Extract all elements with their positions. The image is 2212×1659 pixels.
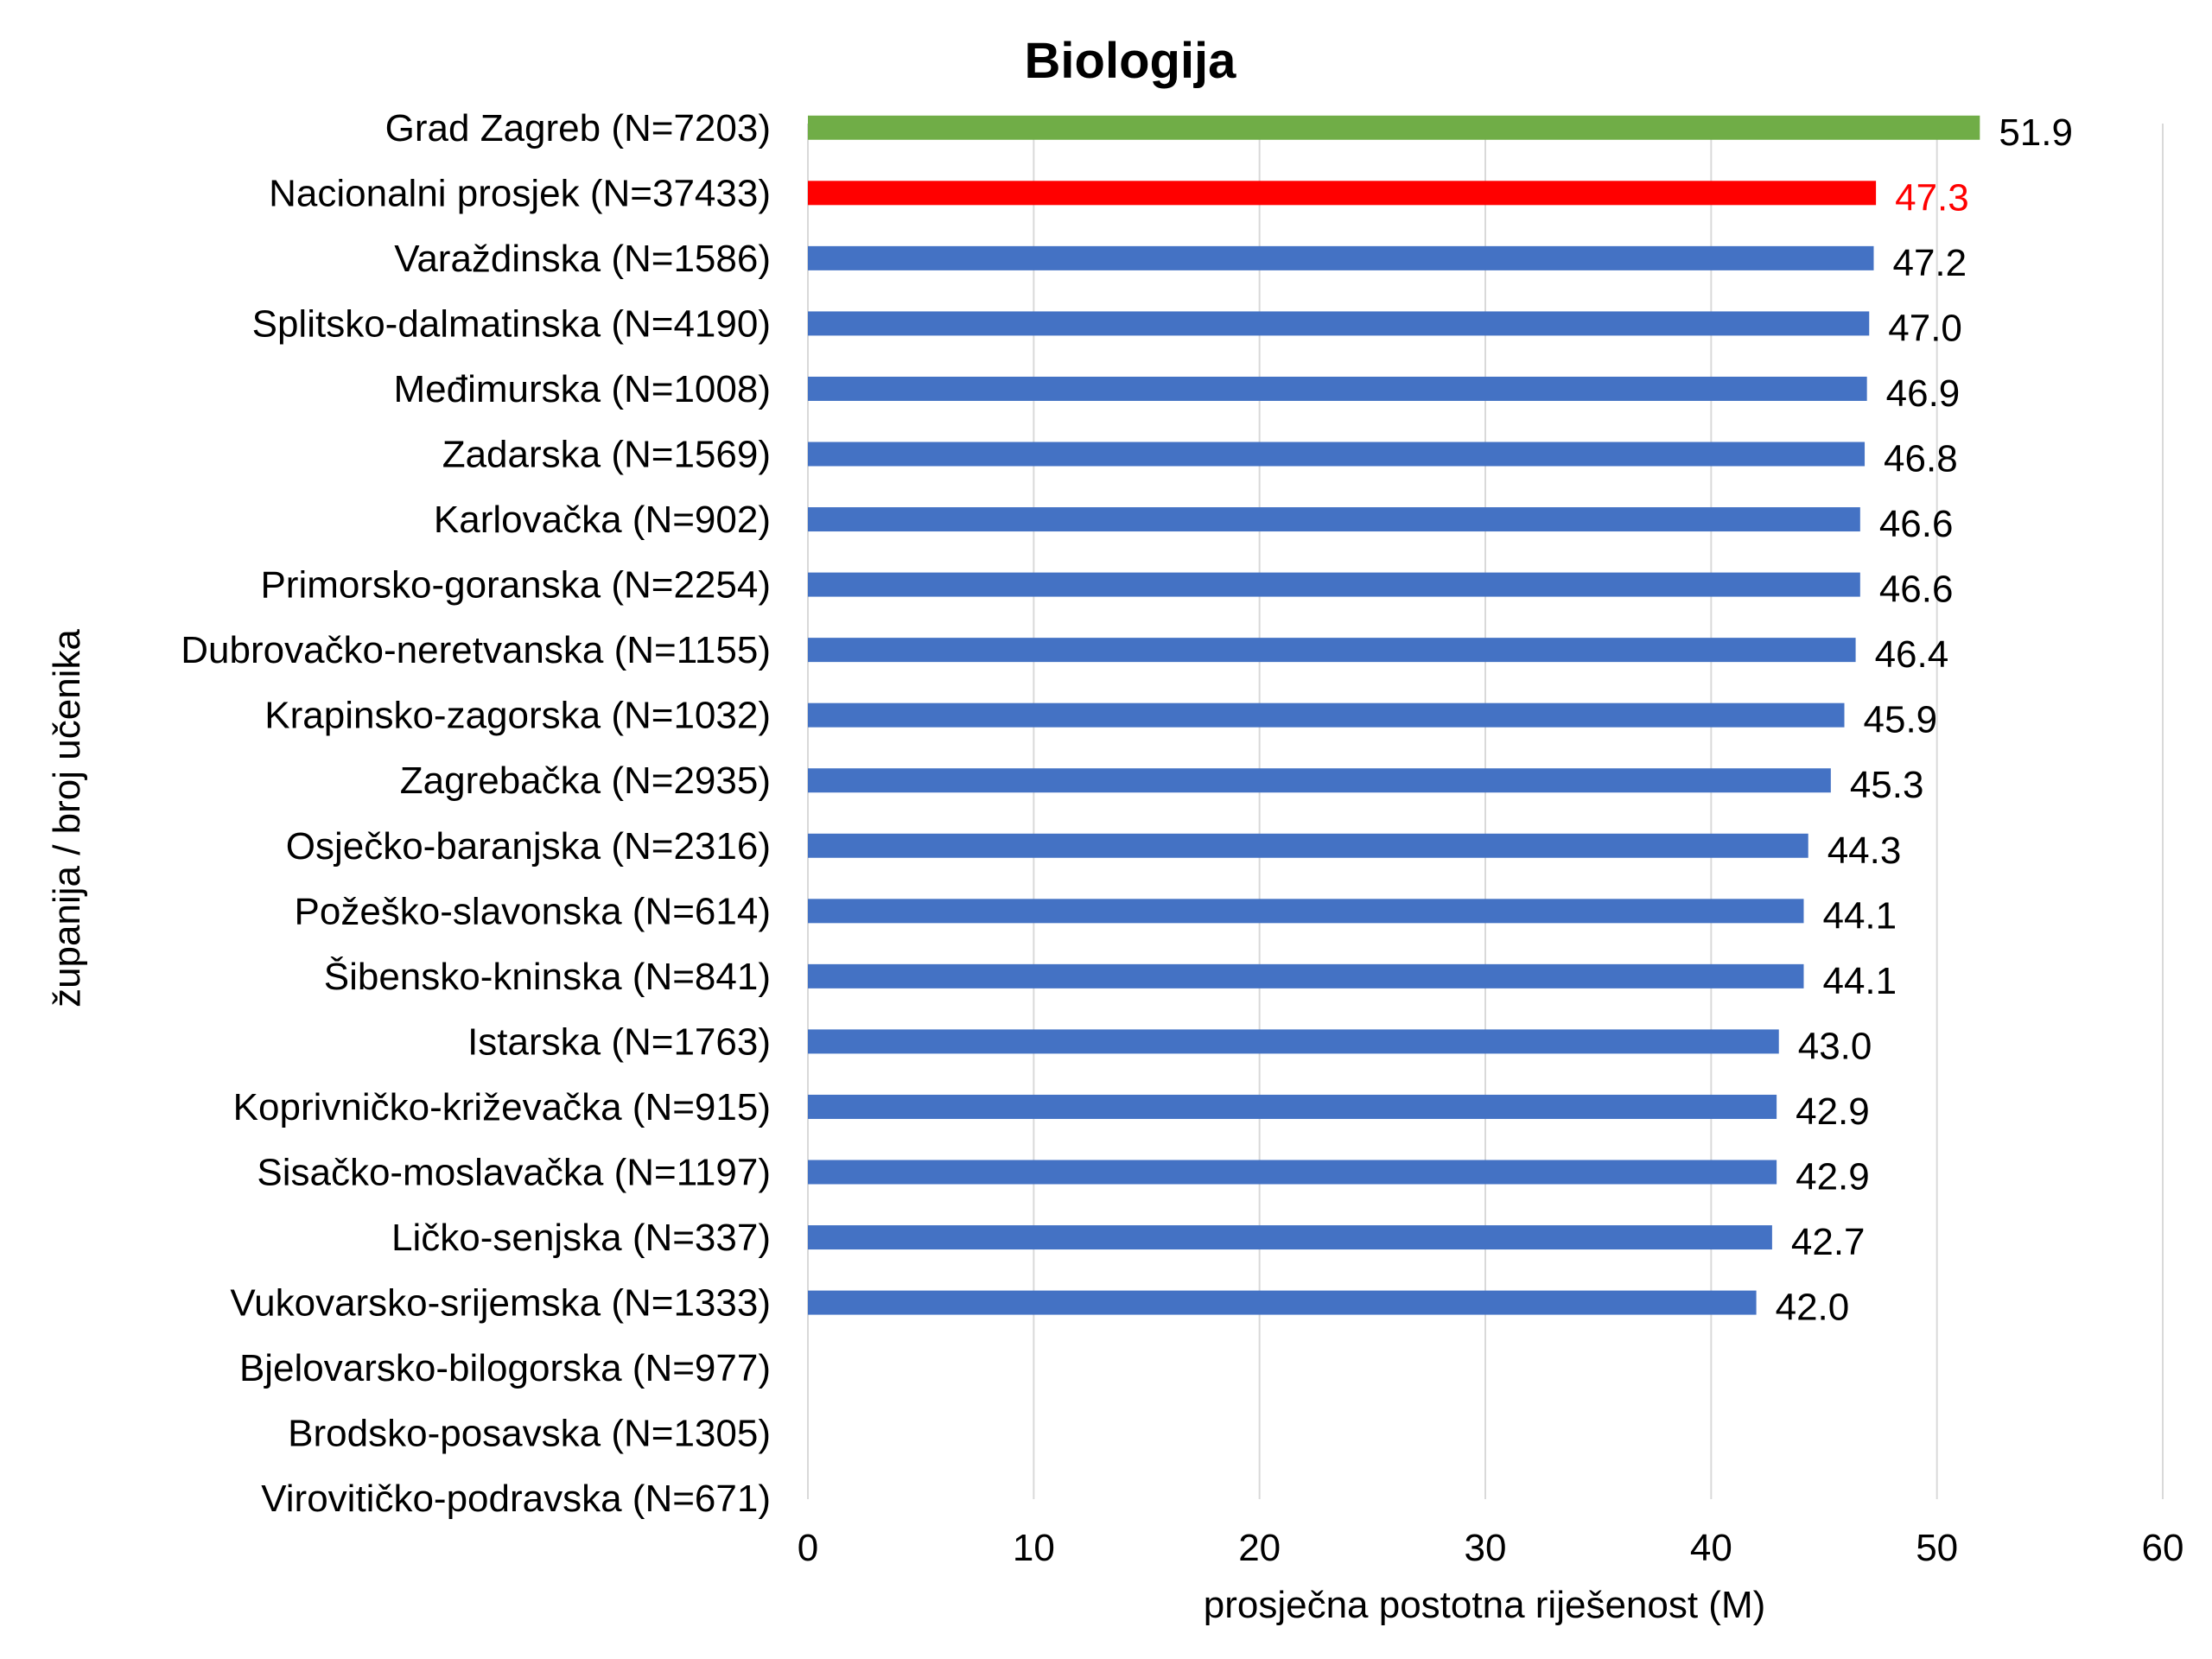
x-tick-label: 40 bbox=[1690, 1527, 1732, 1569]
value-label: 45.3 bbox=[1850, 764, 1924, 806]
value-label: 42.9 bbox=[1796, 1090, 1870, 1133]
x-tick-label: 50 bbox=[1916, 1527, 1958, 1569]
bar bbox=[808, 899, 1804, 924]
category-label: Istarska (N=1763) bbox=[467, 1020, 771, 1063]
category-label: Koprivničko-križevačka (N=915) bbox=[233, 1086, 771, 1128]
bar bbox=[808, 507, 1860, 532]
bar bbox=[808, 376, 1867, 401]
category-label: Bjelovarsko-bilogorska (N=977) bbox=[239, 1347, 771, 1389]
bar bbox=[808, 702, 1845, 728]
x-tick-label: 0 bbox=[798, 1527, 818, 1569]
x-tick-label: 30 bbox=[1465, 1527, 1507, 1569]
value-label: 46.6 bbox=[1879, 503, 1954, 545]
bar bbox=[808, 833, 1808, 858]
category-label: Varaždinska (N=1586) bbox=[394, 238, 771, 280]
value-label: 47.2 bbox=[1892, 242, 1967, 284]
bar bbox=[808, 181, 1877, 206]
value-label: 45.9 bbox=[1864, 699, 1938, 741]
bars bbox=[808, 115, 1980, 1315]
grid-lines bbox=[807, 124, 2164, 1499]
value-label: 46.4 bbox=[1875, 633, 1949, 676]
bar bbox=[808, 1094, 1777, 1119]
category-label: Osječko-baranjska (N=2316) bbox=[286, 825, 771, 868]
x-axis-title: prosječna postotna riješenost (M) bbox=[1204, 1584, 1766, 1626]
category-label: Požeško-slavonska (N=614) bbox=[295, 890, 771, 932]
value-label: 44.1 bbox=[1822, 960, 1897, 1002]
value-label: 46.8 bbox=[1884, 438, 1958, 480]
bar bbox=[808, 442, 1866, 467]
value-label: 42.0 bbox=[1776, 1287, 1850, 1329]
value-label: 42.7 bbox=[1791, 1221, 1866, 1263]
category-label: Grad Zagreb (N=7203) bbox=[385, 107, 771, 149]
value-label: 43.0 bbox=[1798, 1025, 1872, 1067]
bar bbox=[808, 638, 1856, 663]
x-tick-label: 60 bbox=[2142, 1527, 2184, 1569]
value-label: 47.3 bbox=[1895, 176, 1969, 219]
category-label: Zagrebačka (N=2935) bbox=[400, 760, 771, 802]
value-label: 44.1 bbox=[1822, 894, 1897, 937]
category-label: Sisačko-moslavačka (N=1197) bbox=[257, 1152, 771, 1194]
category-label: Vukovarsko-srijemska (N=1333) bbox=[230, 1282, 771, 1325]
value-label: 42.9 bbox=[1796, 1156, 1870, 1198]
x-tick-label: 20 bbox=[1238, 1527, 1281, 1569]
category-label: Zadarska (N=1569) bbox=[442, 434, 771, 476]
value-label: 46.6 bbox=[1879, 569, 1954, 611]
category-label: Brodsko-posavska (N=1305) bbox=[288, 1413, 771, 1455]
category-label: Nacionalni prosjek (N=37433) bbox=[269, 172, 771, 214]
bar bbox=[808, 1160, 1777, 1185]
value-label: 46.9 bbox=[1886, 372, 1961, 415]
value-label: 44.3 bbox=[1827, 830, 1902, 872]
category-label: Karlovačka (N=902) bbox=[434, 499, 771, 541]
bar bbox=[808, 245, 1874, 270]
bar bbox=[808, 572, 1860, 597]
x-tick-label: 10 bbox=[1013, 1527, 1055, 1569]
bar bbox=[808, 115, 1980, 140]
value-label: 51.9 bbox=[1999, 111, 2073, 154]
category-label: Primorsko-goranska (N=2254) bbox=[260, 564, 771, 607]
y-axis-title: županija / broj učenika bbox=[46, 629, 88, 1007]
category-label: Međimurska (N=1008) bbox=[394, 368, 772, 410]
category-label: Dubrovačko-neretvanska (N=1155) bbox=[181, 629, 771, 671]
value-labels: 51.9 47.3 47.2 47.0 46.9 46.8 46.6 46.6 46.4 45.9… bbox=[1776, 111, 2073, 1329]
x-tick-labels: 0 10 20 30 40 50 60 bbox=[798, 1527, 2184, 1569]
bar bbox=[808, 1225, 1772, 1250]
bar bbox=[808, 311, 1870, 336]
category-label: Ličko-senjska (N=337) bbox=[391, 1217, 771, 1259]
value-label: 47.0 bbox=[1888, 307, 1962, 349]
category-label: Splitsko-dalmatinska (N=4190) bbox=[252, 302, 771, 345]
category-label: Krapinsko-zagorska (N=1032) bbox=[264, 695, 771, 737]
bar bbox=[808, 963, 1804, 988]
bar bbox=[808, 1290, 1757, 1315]
category-labels: Grad Zagreb (N=7203) Nacionalni prosjek (… bbox=[181, 107, 771, 1520]
category-label: Virovitičko-podravska (N=671) bbox=[261, 1478, 771, 1520]
bar bbox=[808, 768, 1831, 793]
category-label: Šibensko-kninska (N=841) bbox=[324, 955, 771, 998]
chart-title: Biologija bbox=[1025, 33, 1237, 89]
bar bbox=[808, 1029, 1779, 1054]
